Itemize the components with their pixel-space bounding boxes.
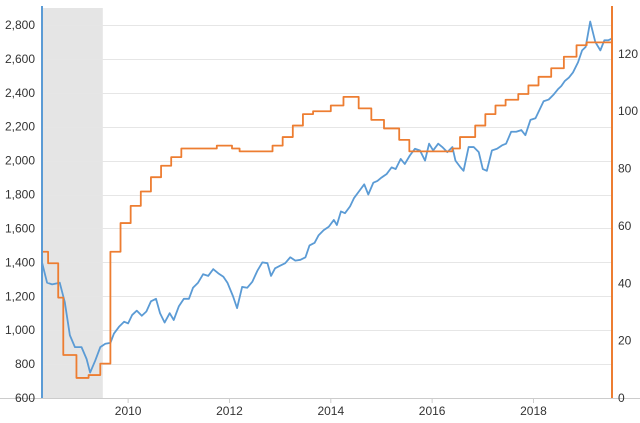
left-y-tick-label: 1,200 — [5, 289, 35, 303]
right-y-tick-label: 40 — [618, 276, 632, 290]
right-y-tick-label: 80 — [618, 162, 632, 176]
left-y-tick-label: 1,000 — [5, 323, 35, 337]
left-y-tick-label: 1,600 — [5, 221, 35, 235]
x-tick-label: 2016 — [419, 404, 446, 418]
right-y-tick-label: 0 — [618, 391, 625, 405]
right-y-tick-label: 120 — [618, 47, 638, 61]
series-layer — [41, 20, 613, 379]
x-tick-label: 2014 — [317, 404, 344, 418]
x-tick-label: 2010 — [115, 404, 142, 418]
left-y-tick-label: 1,400 — [5, 255, 35, 269]
right-y-tick-label: 20 — [618, 334, 632, 348]
left-y-tick-label: 1,800 — [5, 188, 35, 202]
right-y-tick-label: 60 — [618, 219, 632, 233]
left-y-tick-label: 2,400 — [5, 86, 35, 100]
series-line-right-axis — [42, 41, 612, 379]
left-y-tick-label: 800 — [15, 357, 35, 371]
left-y-tick-label: 2,800 — [5, 18, 35, 32]
left-y-tick-label: 2,000 — [5, 154, 35, 168]
right-y-tick-label: 100 — [618, 104, 638, 118]
left-y-tick-label: 600 — [15, 391, 35, 405]
left-y-tick-label: 2,600 — [5, 52, 35, 66]
series-line-left-axis — [41, 20, 613, 374]
x-tick-label: 2018 — [520, 404, 547, 418]
shaded-region-0 — [42, 8, 103, 398]
x-tick-label: 2012 — [216, 404, 243, 418]
left-y-tick-label: 2,200 — [5, 120, 35, 134]
axes — [0, 6, 640, 403]
shaded-region-layer — [42, 8, 103, 398]
gridlines — [42, 25, 612, 399]
tick-labels: 2010 2012 2014 2016 20186008001,0001,2001,40… — [5, 18, 638, 418]
